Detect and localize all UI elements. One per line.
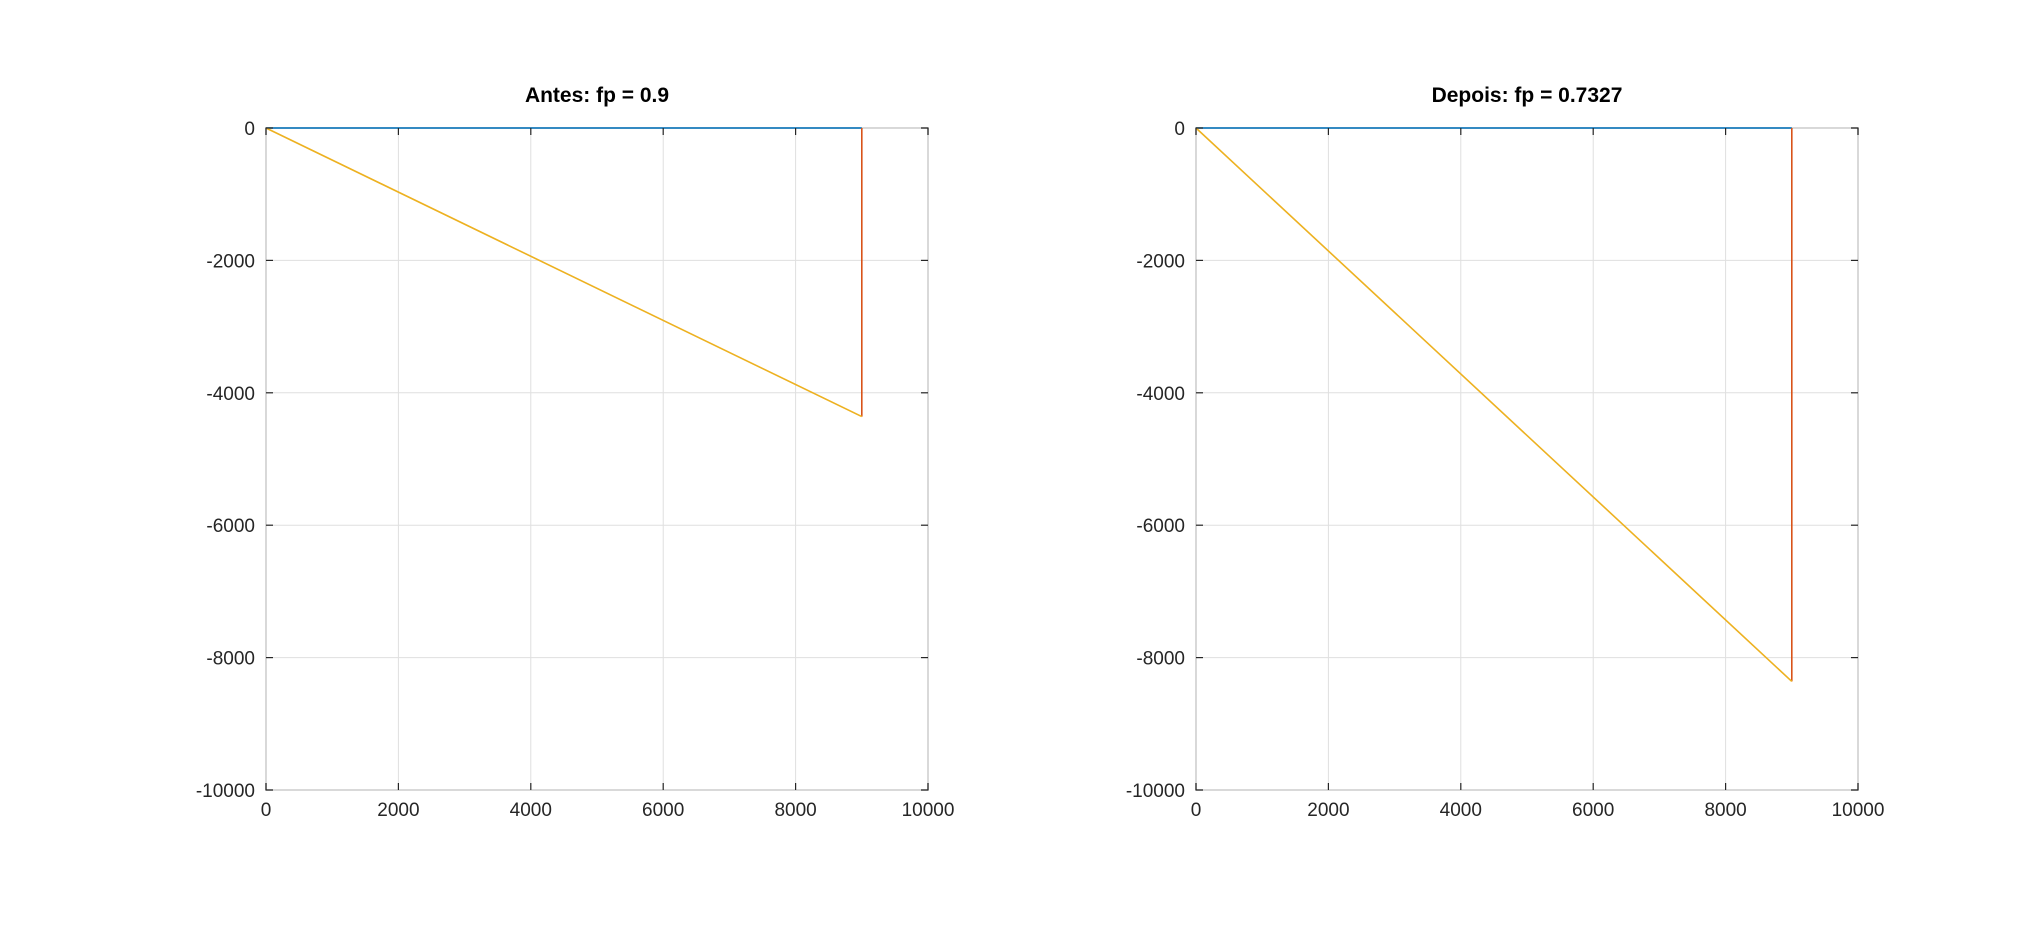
x-tick-label-left: 6000 (642, 800, 684, 821)
y-tick-label-left: -2000 (206, 251, 255, 272)
y-tick-label-left: -10000 (196, 781, 255, 802)
chart-title-right: Depois: fp = 0.7327 (1432, 84, 1623, 107)
y-tick-label-right: -2000 (1136, 251, 1185, 272)
y-tick-label-right: -10000 (1126, 781, 1185, 802)
x-tick-label-right: 4000 (1440, 800, 1482, 821)
y-tick-label-right: -8000 (1136, 649, 1185, 670)
series-line-3-right (1195, 127, 1793, 683)
x-tick-label-right: 6000 (1572, 800, 1614, 821)
y-tick-label-right: 0 (1174, 119, 1185, 140)
series-right (1195, 127, 1793, 683)
chart-title-left: Antes: fp = 0.9 (525, 84, 669, 107)
chart-left: 0 2000 4000 6000 8000 10000 -10000 -8000 -6000 -4… (196, 84, 955, 821)
x-tick-label-left: 0 (261, 800, 272, 821)
x-tick-label-right: 8000 (1704, 800, 1746, 821)
ticks-right: 0 2000 4000 6000 8000 10000 -10000 -8000 -6000 -4… (1126, 119, 1885, 821)
x-tick-label-right: 0 (1191, 800, 1202, 821)
series-line-3-left (265, 127, 863, 418)
axes-left (265, 127, 929, 791)
x-tick-label-left: 10000 (902, 800, 955, 821)
y-tick-label-left: -8000 (206, 649, 255, 670)
x-tick-label-left: 4000 (510, 800, 552, 821)
series-left (265, 127, 863, 418)
x-tick-label-right: 2000 (1307, 800, 1349, 821)
x-tick-label-left: 8000 (774, 800, 816, 821)
axes-right (1195, 127, 1859, 791)
y-tick-label-left: -6000 (206, 516, 255, 537)
grid-left (265, 127, 929, 791)
x-tick-label-right: 10000 (1832, 800, 1885, 821)
y-tick-label-left: -4000 (206, 384, 255, 405)
chart-right: 0 2000 4000 6000 8000 10000 -10000 -8000 -6000 -4… (1126, 84, 1885, 821)
y-tick-label-left: 0 (244, 119, 255, 140)
ticks-left: 0 2000 4000 6000 8000 10000 -10000 -8000 -6000 -4… (196, 119, 955, 821)
y-tick-label-right: -4000 (1136, 384, 1185, 405)
x-tick-label-left: 2000 (377, 800, 419, 821)
y-tick-label-right: -6000 (1136, 516, 1185, 537)
